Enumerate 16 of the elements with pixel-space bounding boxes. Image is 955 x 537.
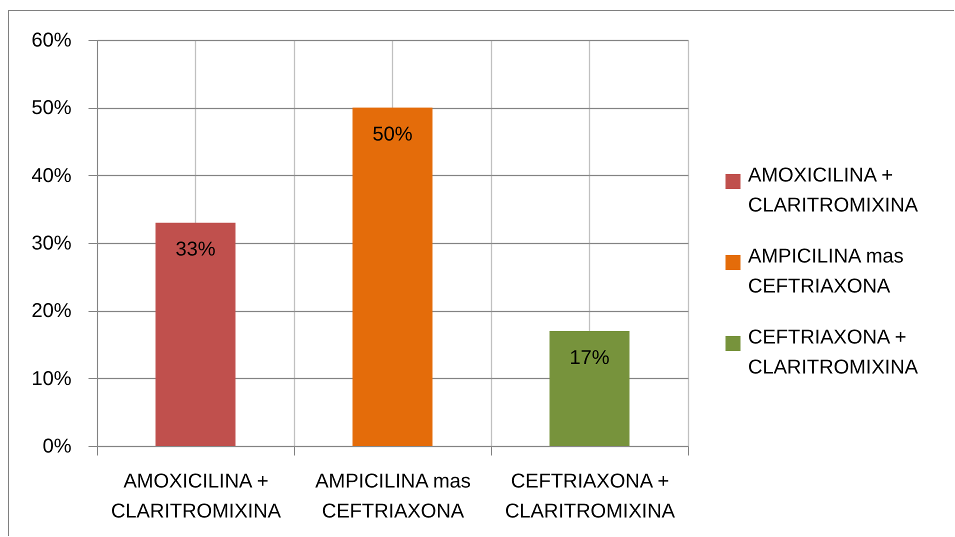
legend-label: AMPICILINA mas CEFTRIAXONA: [748, 246, 904, 298]
y-tick-label: 10%: [31, 368, 72, 390]
data-label: 17%: [569, 346, 610, 369]
y-tick-label: 20%: [31, 300, 72, 322]
y-tick-label: 40%: [31, 164, 72, 187]
x-tick-label: CEFTRIAXONA + CLARITROMIXINA: [504, 470, 676, 522]
y-tick-label: 30%: [31, 232, 72, 254]
data-label: 50%: [372, 124, 413, 146]
y-tick-label: 60%: [31, 30, 72, 52]
legend-label: CEFTRIAXONA + CLARITROMIXINA: [748, 326, 919, 378]
y-tick-label: 50%: [31, 97, 72, 120]
y-tick-label: 0%: [42, 436, 72, 458]
data-label: 33%: [175, 238, 216, 261]
x-tick-label: AMOXICILINA + CLARITROMIXINA: [110, 470, 282, 522]
x-tick-label: AMPICILINA mas CEFTRIAXONA: [315, 470, 471, 522]
legend-label: AMOXICILINA + CLARITROMIXINA: [748, 164, 919, 216]
